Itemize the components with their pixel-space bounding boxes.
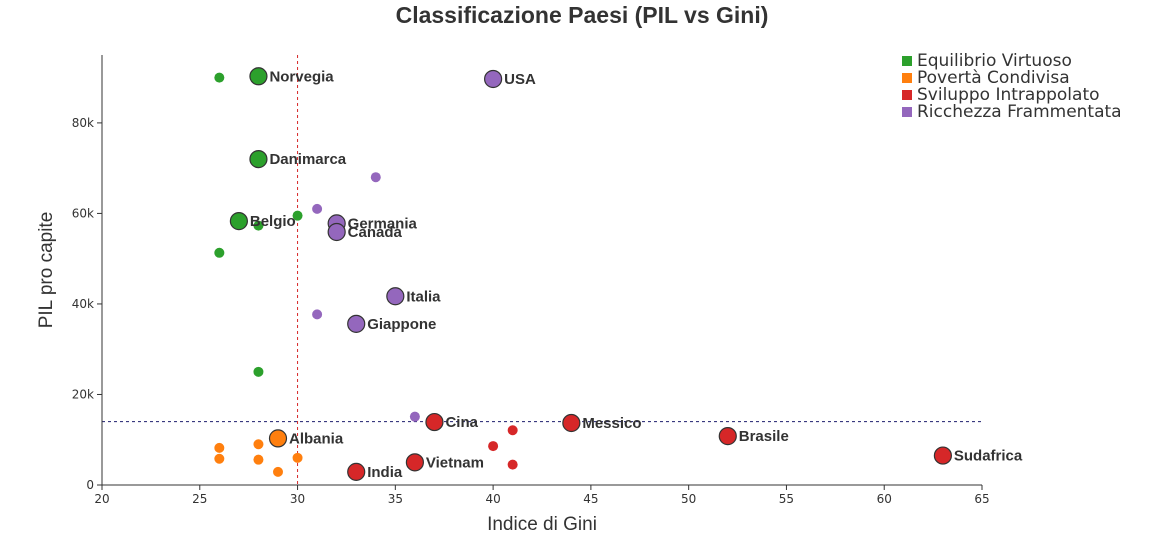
x-tick-label: 40	[485, 492, 500, 506]
point-label: Germania	[348, 215, 418, 232]
data-point	[253, 220, 264, 231]
data-point-labeled	[268, 429, 288, 448]
data-point-labeled	[933, 446, 952, 465]
data-point	[507, 425, 518, 436]
legend-entry: Equilibrio Virtuoso	[917, 51, 1072, 71]
data-point	[253, 366, 264, 377]
data-point-labeled	[405, 453, 424, 472]
x-tick-label: 50	[681, 492, 696, 506]
legend-swatch	[902, 107, 912, 117]
data-point	[507, 459, 518, 470]
y-tick-label: 0	[86, 478, 94, 492]
data-point-labeled	[386, 287, 405, 306]
point-label: Messico	[582, 415, 641, 432]
point-label: India	[367, 464, 403, 481]
x-tick-label: 35	[388, 492, 403, 506]
point-label: Norvegia	[269, 68, 334, 85]
data-point	[312, 203, 323, 214]
data-point-labeled	[425, 412, 444, 432]
y-tick-label: 60k	[72, 206, 94, 220]
data-point	[214, 442, 225, 453]
axes: 20 25 30 35 40 45 50 55 60 65 0 20k 40k 60k 80k	[72, 55, 990, 506]
legend-entry: Povertà Condivisa	[917, 68, 1070, 88]
legend-swatch	[902, 90, 912, 100]
legend-entry: Ricchezza Frammentata	[917, 102, 1122, 122]
y-tick-label: 80k	[72, 116, 94, 130]
point-labels: Norvegia Danimarca Belgio Albania Cina Messic…	[250, 68, 1023, 481]
point-label: Sudafrica	[954, 448, 1023, 465]
data-point	[253, 439, 264, 450]
data-point-labeled	[718, 427, 737, 446]
data-point	[488, 441, 499, 452]
x-tick-label: 65	[974, 492, 989, 506]
legend-entry: Sviluppo Intrappolato	[917, 85, 1100, 105]
data-points	[214, 67, 952, 481]
x-tick-label: 20	[94, 492, 109, 506]
x-tick-label: 45	[583, 492, 598, 506]
data-point	[214, 453, 225, 464]
x-tick-label: 55	[779, 492, 794, 506]
data-point-labeled	[229, 212, 248, 231]
data-point	[312, 309, 323, 320]
chart-title: Classificazione Paesi (PIL vs Gini)	[396, 2, 769, 28]
legend-swatch	[902, 56, 912, 66]
point-label: Danimarca	[269, 151, 346, 168]
point-label: Belgio	[250, 213, 296, 230]
data-point	[253, 454, 264, 465]
x-tick-label: 30	[290, 492, 305, 506]
point-label: Cina	[445, 414, 478, 431]
data-point	[292, 210, 303, 221]
point-label: Brasile	[739, 428, 789, 445]
threshold-lines	[102, 55, 982, 485]
x-tick-label: 60	[877, 492, 892, 506]
data-point	[214, 72, 225, 83]
x-axis-title: Indice di Gini	[487, 514, 597, 535]
data-point	[409, 411, 420, 422]
point-label: Albania	[289, 430, 344, 447]
y-tick-label: 40k	[72, 297, 94, 311]
data-point	[292, 452, 303, 463]
point-label: Giappone	[367, 316, 436, 333]
y-axis-title: PIL pro capite	[36, 212, 57, 329]
data-point-labeled	[249, 67, 268, 86]
data-point-labeled	[327, 222, 346, 242]
data-point	[370, 172, 381, 183]
y-tick-label: 20k	[72, 387, 94, 401]
data-point-labeled	[249, 150, 268, 169]
data-point-labeled	[347, 314, 366, 333]
point-label: Italia	[406, 288, 441, 305]
data-point	[273, 466, 283, 477]
data-point-labeled	[484, 69, 503, 89]
data-point-labeled	[562, 413, 581, 433]
point-label: Vietnam	[426, 454, 484, 471]
data-point	[214, 247, 225, 258]
data-point-labeled	[347, 462, 366, 481]
point-label: USA	[504, 71, 536, 88]
point-label: Canada	[348, 224, 403, 241]
legend-swatch	[902, 73, 912, 83]
x-tick-label: 25	[192, 492, 207, 506]
